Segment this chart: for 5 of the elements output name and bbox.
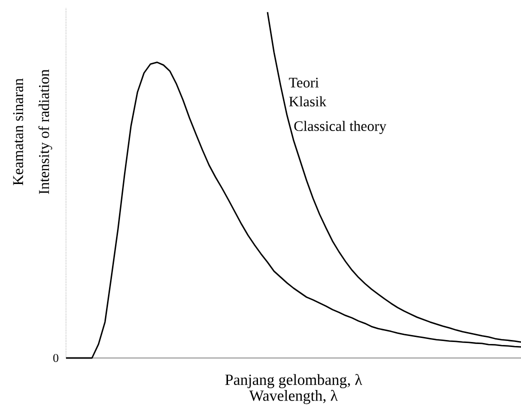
- text: 0: [53, 354, 58, 362]
- x-axis-title: Panjang gelombang, λ Wavelength, λ: [225, 374, 362, 404]
- annotation: Classical theory: [294, 120, 386, 134]
- series-label: Teori Klasik: [288, 78, 326, 106]
- y-axis-title: Keamatan sinaran Intensity of radiation: [13, 69, 52, 194]
